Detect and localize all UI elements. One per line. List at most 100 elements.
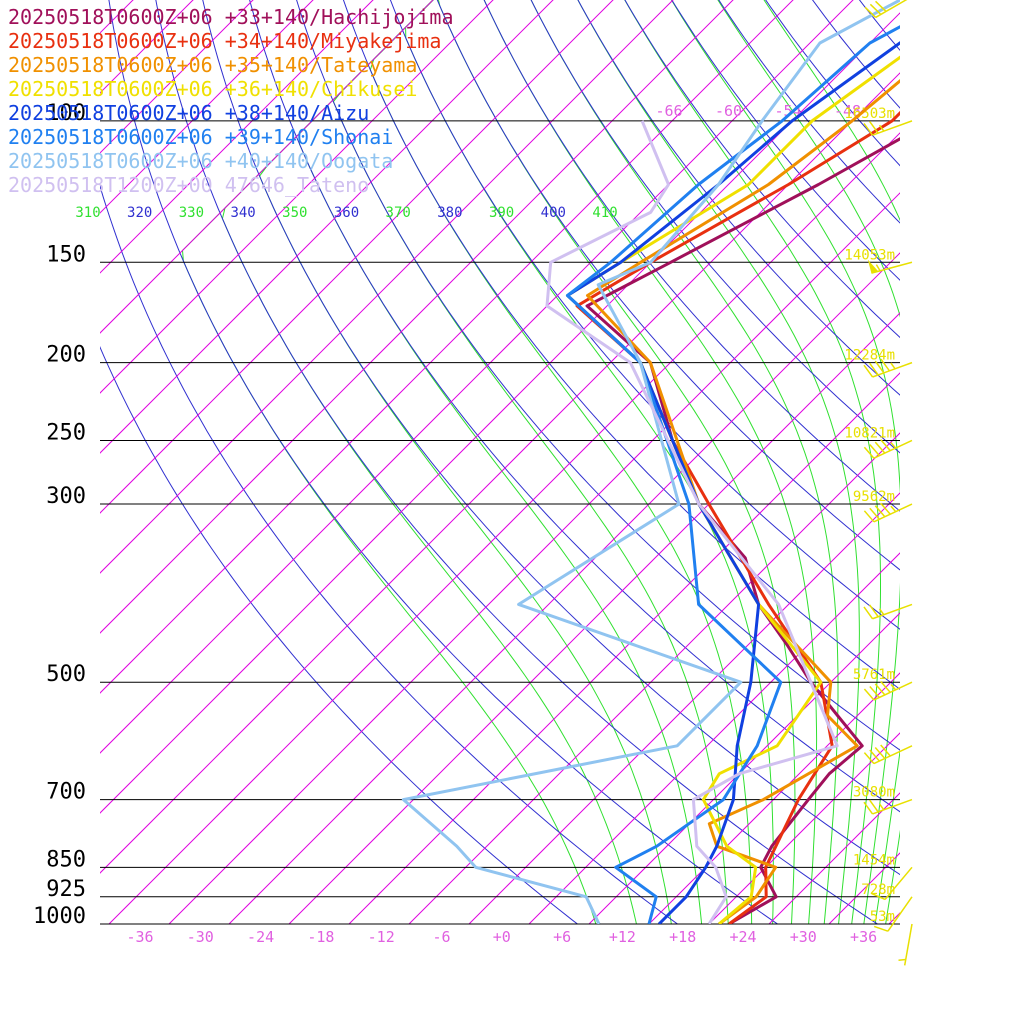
theta-label: 330 bbox=[179, 205, 204, 221]
moist-adiabat-line bbox=[405, 0, 774, 924]
legend: 20250518T0600Z+06 +33+140/Hachijojima202… bbox=[8, 5, 454, 197]
wind-barb-full bbox=[863, 688, 875, 701]
temperature-tick-label: -30 bbox=[187, 928, 214, 946]
wind-barb-full bbox=[869, 799, 879, 813]
wind-barb-half bbox=[890, 505, 897, 513]
wind-barb-full bbox=[863, 752, 875, 765]
wind-barb-staff bbox=[872, 120, 913, 136]
legend-entry: 20250518T0600Z+06 +35+140/Tateyama bbox=[8, 53, 417, 77]
isotherm-line bbox=[100, 0, 494, 394]
legend-entry: 20250518T0600Z+06 +40+140/Oogata bbox=[8, 149, 393, 173]
wind-barb bbox=[871, 866, 913, 901]
isotherm-line bbox=[100, 72, 900, 874]
pressure-label: 200 bbox=[46, 343, 86, 368]
legend-entry: 20250518T0600Z+06 +38+140/Aizu bbox=[8, 101, 369, 125]
temperature-tick-label: +18 bbox=[669, 928, 696, 946]
temperature-tick-label: -36 bbox=[126, 928, 153, 946]
wind-barb-staff bbox=[887, 896, 913, 932]
isotherm-line bbox=[108, 132, 900, 924]
top-isotherm-label: -66 bbox=[655, 102, 682, 120]
wind-barb bbox=[898, 923, 913, 966]
wind-barb bbox=[863, 603, 913, 620]
temperature-tick-label: -18 bbox=[307, 928, 334, 946]
temperature-tick-label: -24 bbox=[247, 928, 274, 946]
temperature-tick-label: +30 bbox=[790, 928, 817, 946]
wind-barb-full bbox=[873, 925, 889, 932]
isotherm-line bbox=[408, 432, 900, 924]
legend-entry: 20250518T0600Z+06 +36+140/Chikusei bbox=[8, 77, 417, 101]
height-label: 1454m bbox=[853, 852, 895, 868]
wind-barb-full bbox=[869, 444, 880, 457]
wind-barb-full bbox=[874, 747, 886, 759]
wind-barb-full bbox=[863, 510, 875, 523]
dry-adiabat-line bbox=[577, 0, 900, 396]
legend-entry: 20250518T0600Z+06 +34+140/Miyakejima bbox=[8, 29, 441, 53]
wind-barb-full bbox=[875, 0, 887, 12]
sounding-line bbox=[401, 0, 900, 924]
sounding-line bbox=[566, 55, 900, 924]
height-label: 9562m bbox=[853, 489, 895, 505]
legend-entry: 20250518T1200Z+00 47646_Tateno bbox=[8, 173, 369, 197]
theta-label: 400 bbox=[541, 205, 566, 221]
moist-adiabat-line bbox=[369, 0, 753, 924]
wind-barb-staff bbox=[884, 866, 913, 900]
pressure-label: 500 bbox=[46, 662, 86, 687]
pressure-label: 100 bbox=[46, 101, 86, 126]
theta-label: 390 bbox=[489, 205, 514, 221]
isotherm-line bbox=[168, 192, 900, 924]
dry-adiabat-line bbox=[100, 345, 579, 924]
wind-barb bbox=[863, 744, 913, 765]
dry-adiabat-line bbox=[202, 0, 900, 876]
wind-barb-full bbox=[869, 604, 879, 618]
isotherm-line bbox=[100, 0, 614, 514]
theta-label: 360 bbox=[334, 205, 359, 221]
pressure-label: 150 bbox=[46, 242, 86, 267]
isotherm-line bbox=[100, 0, 554, 454]
wind-barb-staff bbox=[873, 439, 913, 459]
theta-labels: 310 320 330 340 350 360 370 380 390 400 410 bbox=[75, 205, 617, 221]
wind-barb bbox=[863, 502, 913, 523]
wind-barb-full bbox=[863, 801, 874, 815]
wind-barb-half bbox=[878, 803, 885, 811]
wind-barb-full bbox=[863, 122, 874, 136]
isotherm-line bbox=[100, 0, 854, 754]
wind-barb-full bbox=[880, 744, 891, 757]
temperature-tick-label: +36 bbox=[850, 928, 877, 946]
wind-barb-half bbox=[890, 442, 897, 449]
height-label: 10821m bbox=[844, 425, 895, 441]
dry-adiabat-line bbox=[530, 0, 900, 454]
temperature-tick-label: -6 bbox=[432, 928, 450, 946]
moist-adiabat-line bbox=[298, 0, 703, 924]
wind-barbs bbox=[863, 0, 913, 966]
wind-barb bbox=[863, 358, 913, 378]
wind-barb-staff bbox=[903, 923, 913, 966]
temperature-tick-label: +6 bbox=[553, 928, 571, 946]
wind-barb-staff bbox=[872, 603, 913, 620]
wind-barb bbox=[873, 896, 913, 932]
wind-barb-full bbox=[869, 362, 879, 376]
wind-barb-full bbox=[869, 749, 880, 762]
isobars bbox=[100, 120, 900, 925]
dry-adiabat-line bbox=[436, 0, 900, 571]
wind-barb-full bbox=[863, 364, 874, 378]
top-isotherm-label: -54 bbox=[774, 102, 801, 120]
wind-barb-half bbox=[890, 683, 897, 691]
temperature-tick-label: -12 bbox=[368, 928, 395, 946]
sounding-series bbox=[401, 0, 900, 924]
isotherm-line bbox=[468, 492, 900, 924]
pressure-label: 925 bbox=[46, 877, 86, 902]
legend-entry: 20250518T0600Z+06 +33+140/Hachijojima bbox=[8, 5, 454, 29]
isotherm-line bbox=[588, 612, 900, 924]
pressure-label: 300 bbox=[46, 484, 86, 509]
isotherm-line bbox=[100, 0, 794, 694]
dry-adiabat-line bbox=[296, 0, 900, 751]
sounding-line bbox=[545, 120, 839, 924]
wind-barb-full bbox=[863, 446, 875, 459]
theta-label: 370 bbox=[386, 205, 411, 221]
top-isotherm-labels: -66 -60 -54 -48 bbox=[655, 102, 861, 120]
dry-adiabat-line bbox=[100, 184, 679, 924]
theta-label: 380 bbox=[437, 205, 462, 221]
pressure-label: 1000 bbox=[33, 904, 86, 929]
height-label: 728m bbox=[861, 882, 895, 898]
